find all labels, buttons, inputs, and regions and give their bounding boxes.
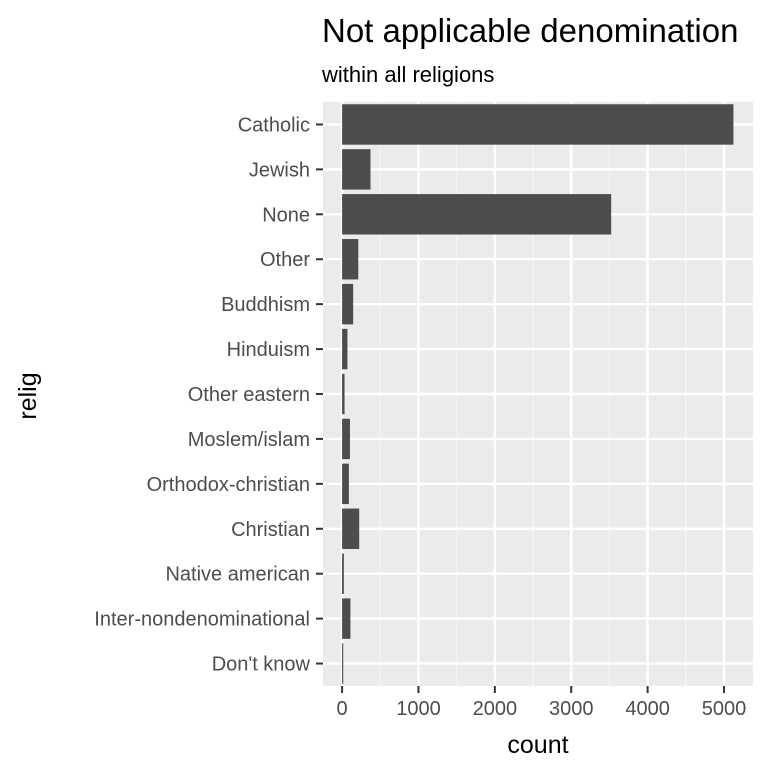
bar <box>342 149 371 190</box>
y-tick-label: Don't know <box>212 654 311 676</box>
x-tick-label: 4000 <box>625 698 670 720</box>
bar <box>342 194 612 235</box>
bar <box>342 104 734 145</box>
x-axis: 0 1000 2000 3000 4000 5000 <box>337 686 747 720</box>
bar <box>342 598 351 639</box>
y-tick-label: Buddhism <box>221 294 310 316</box>
y-tick-label: Catholic <box>238 114 310 136</box>
y-tick-label: Other <box>260 249 310 271</box>
y-tick-label: Christian <box>231 519 310 541</box>
bar <box>342 553 344 594</box>
y-axis-title: relig <box>14 372 42 419</box>
bar <box>342 508 360 549</box>
bar <box>342 643 344 684</box>
y-axis: Catholic Jewish None Other Buddhism Hinduism O… <box>94 114 323 676</box>
bar <box>342 239 359 280</box>
bar <box>342 283 354 325</box>
chart-title: Not applicable denomination <box>322 12 738 49</box>
y-tick-label: Inter-nondenominational <box>94 609 310 631</box>
y-tick-label: Other eastern <box>188 384 310 406</box>
x-tick-label: 1000 <box>396 698 441 720</box>
bar <box>342 418 350 460</box>
chart-subtitle: within all religions <box>321 62 494 87</box>
x-tick-label: 5000 <box>702 698 747 720</box>
x-tick-label: 2000 <box>473 698 518 720</box>
bar <box>342 328 348 370</box>
bars <box>342 104 734 684</box>
y-tick-label: Native american <box>165 564 310 586</box>
x-tick-label: 3000 <box>549 698 594 720</box>
y-tick-label: None <box>262 204 310 226</box>
y-tick-label: Moslem/islam <box>188 429 310 451</box>
y-tick-label: Orthodox-christian <box>147 474 310 496</box>
x-tick-label: 0 <box>337 698 348 720</box>
x-axis-title: count <box>507 731 568 759</box>
y-tick-label: Jewish <box>249 159 310 181</box>
y-tick-label: Hinduism <box>227 339 310 361</box>
bar <box>342 373 345 415</box>
bar <box>342 463 349 505</box>
